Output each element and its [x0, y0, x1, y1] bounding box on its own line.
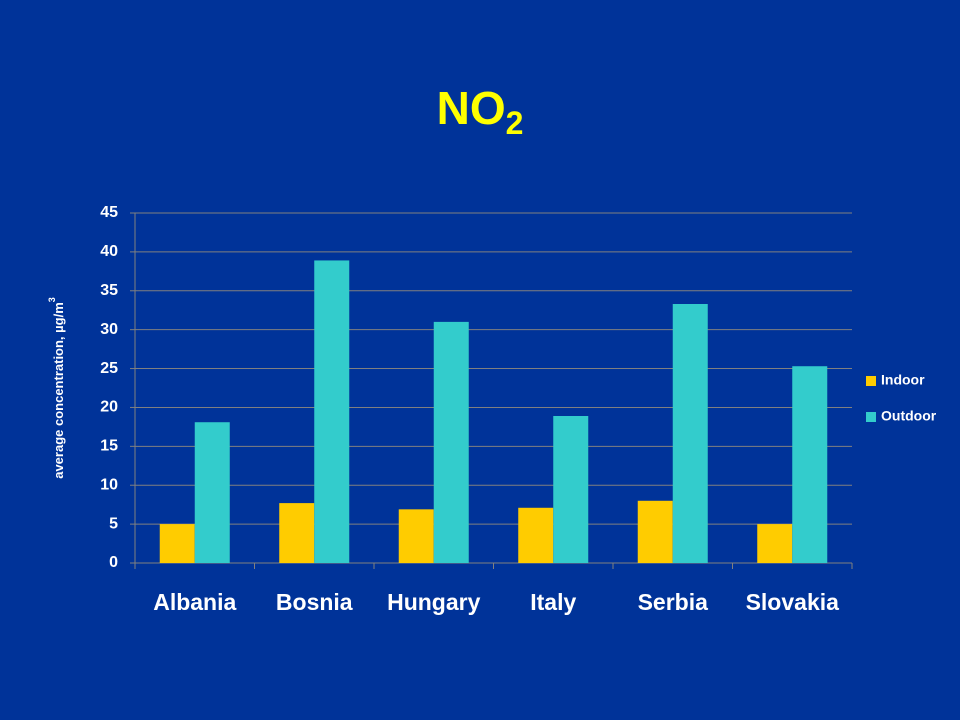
y-tick-label: 25	[100, 360, 118, 377]
y-tick-label: 30	[100, 321, 118, 338]
bar	[792, 366, 828, 563]
bar	[637, 500, 673, 563]
y-tick-label: 45	[100, 204, 118, 221]
title-main: NO	[437, 82, 506, 134]
bar	[518, 507, 554, 563]
y-tick-label: 5	[109, 515, 118, 532]
y-tick-label: 35	[100, 282, 118, 299]
legend-swatch	[866, 376, 876, 386]
x-tick-label: Serbia	[638, 589, 709, 615]
bar	[159, 524, 195, 563]
bar	[672, 304, 708, 563]
title-subscript: 2	[506, 105, 524, 141]
bar	[398, 509, 434, 563]
y-tick-label: 10	[100, 476, 118, 493]
bar	[433, 321, 469, 563]
legend-label: Indoor	[881, 372, 925, 388]
bar	[194, 422, 230, 563]
y-label-main: average concentration, µg/m	[51, 302, 66, 479]
y-label-superscript: 3	[47, 297, 57, 302]
bar	[757, 524, 793, 563]
x-tick-label: Slovakia	[746, 589, 840, 615]
x-tick-label: Italy	[530, 589, 576, 615]
bar	[279, 503, 315, 563]
bar	[314, 260, 350, 563]
x-tick-label: Albania	[153, 589, 236, 615]
chart-title: NO2	[437, 82, 524, 141]
legend-label: Outdoor	[881, 408, 937, 424]
x-tick-label: Bosnia	[276, 589, 353, 615]
y-tick-label: 40	[100, 243, 118, 260]
x-tick-label: Hungary	[387, 589, 481, 615]
y-axis-label: average concentration, µg/m3	[47, 297, 66, 479]
y-tick-label: 0	[109, 554, 118, 571]
bar	[553, 416, 589, 563]
legend-swatch	[866, 412, 876, 422]
y-tick-label: 20	[100, 399, 118, 416]
y-tick-label: 15	[100, 438, 118, 455]
